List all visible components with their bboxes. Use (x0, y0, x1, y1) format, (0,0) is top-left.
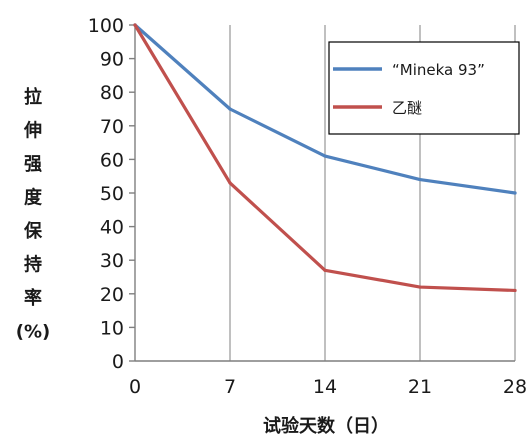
x-tick-label: 0 (129, 376, 141, 398)
y-axis-title-char: 拉 (24, 86, 42, 108)
y-axis-title-char: 保 (23, 220, 43, 242)
series-layer (133, 23, 517, 293)
x-tick-label: 7 (224, 376, 236, 398)
y-axis-title-char: 持 (24, 254, 42, 276)
y-axis-title-char: (%) (16, 322, 51, 343)
y-tick-label: 100 (88, 15, 124, 37)
axis-layer (129, 24, 515, 362)
y-tick-label: 90 (100, 49, 124, 71)
series-1-point (418, 285, 422, 289)
y-tick-label: 60 (100, 149, 124, 171)
y-axis-title-char: 度 (24, 187, 43, 209)
series-0-point (228, 107, 232, 111)
legend-label-series-1: 乙醚 (392, 99, 422, 117)
y-axis-title-char: 率 (24, 287, 42, 309)
y-tick-label: 70 (100, 116, 124, 138)
y-tick-label: 10 (100, 317, 124, 339)
series-1-point (228, 181, 232, 185)
legend-label-series-0: “Mineka 93” (392, 61, 485, 79)
series-1-point (513, 288, 517, 293)
x-axis-title: 试验天数（日） (263, 415, 389, 437)
y-tick-label: 80 (100, 82, 124, 104)
x-tick-label: 14 (313, 376, 337, 398)
x-tick-label: 28 (503, 376, 527, 398)
series-1-point (133, 23, 137, 27)
series-0-point (418, 177, 422, 182)
legend: “Mineka 93” 乙醚 (328, 41, 520, 135)
y-axis-title-char: 强 (24, 154, 42, 175)
y-tick-label: 50 (100, 183, 124, 205)
x-tick-labels: 0 7 14 21 28 (129, 376, 527, 398)
y-tick-label: 40 (100, 217, 124, 239)
series-0-point (323, 154, 327, 158)
x-tick-label: 21 (408, 376, 432, 398)
series-0-point (513, 191, 517, 195)
series-1-point (323, 268, 327, 272)
y-tick-labels: 0 10 20 30 40 50 60 70 80 90 100 (88, 15, 124, 373)
legend-box (328, 41, 520, 135)
y-tick-label: 20 (100, 284, 124, 306)
y-tick-label: 0 (112, 351, 124, 373)
y-tick-label: 30 (100, 250, 124, 272)
y-axis-title-char: 伸 (23, 120, 42, 142)
